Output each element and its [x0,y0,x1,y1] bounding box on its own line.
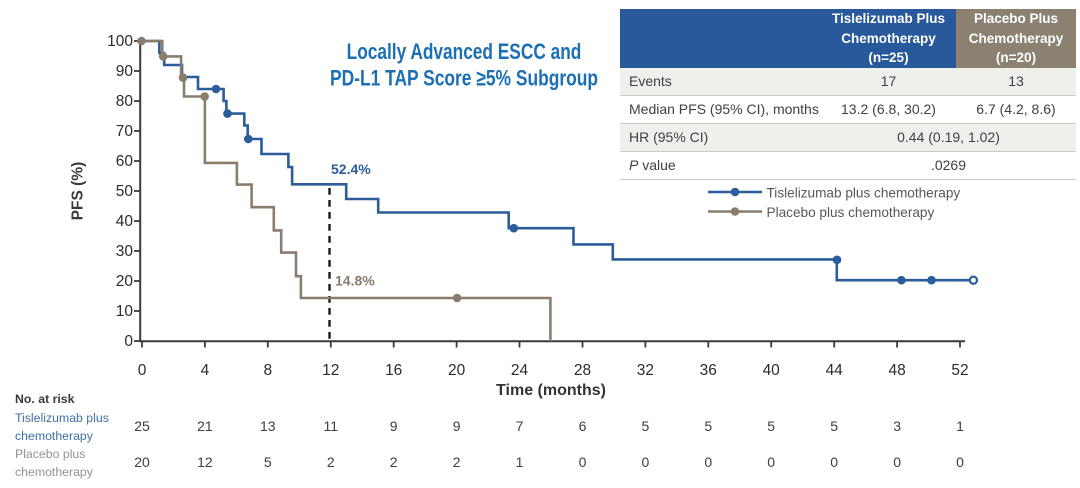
svg-text:0: 0 [642,454,650,470]
svg-text:chemotherapy: chemotherapy [15,429,94,443]
svg-text:8: 8 [263,362,272,379]
svg-text:100: 100 [107,33,133,50]
svg-text:52: 52 [951,362,968,379]
svg-text:90: 90 [116,63,134,80]
svg-text:11: 11 [324,418,339,434]
svg-text:7: 7 [516,418,524,434]
svg-text:24: 24 [511,362,529,379]
svg-text:9: 9 [453,418,461,434]
svg-text:32: 32 [637,362,654,379]
svg-text:9: 9 [390,418,398,434]
svg-text:Placebo plus chemotherapy: Placebo plus chemotherapy [767,205,935,220]
svg-text:44: 44 [826,362,844,379]
svg-text:chemotherapy: chemotherapy [15,465,94,479]
svg-text:PFS (%): PFS (%) [70,162,87,221]
svg-text:0: 0 [138,362,147,379]
svg-text:12: 12 [322,362,339,379]
svg-text:0: 0 [579,454,587,470]
svg-text:0: 0 [956,454,964,470]
svg-text:0: 0 [830,454,838,470]
svg-text:1: 1 [956,418,964,434]
svg-text:20: 20 [448,362,466,379]
svg-text:0: 0 [124,333,133,350]
svg-text:5: 5 [264,454,272,470]
svg-text:48: 48 [888,362,905,379]
svg-text:25: 25 [134,418,150,434]
svg-text:0: 0 [893,454,901,470]
svg-text:3: 3 [893,418,901,434]
svg-text:10: 10 [116,303,134,320]
svg-text:20: 20 [134,454,150,470]
svg-text:20: 20 [116,273,134,290]
svg-text:40: 40 [116,213,134,230]
svg-text:40: 40 [763,362,781,379]
svg-text:Placebo plus: Placebo plus [15,447,85,461]
svg-text:50: 50 [116,183,134,200]
svg-text:70: 70 [116,123,134,140]
svg-text:16: 16 [385,362,402,379]
svg-text:36: 36 [700,362,717,379]
svg-text:5: 5 [642,418,650,434]
svg-text:2: 2 [327,454,335,470]
svg-text:0: 0 [704,454,712,470]
svg-text:60: 60 [116,153,134,170]
svg-text:12: 12 [197,454,213,470]
svg-text:Locally Advanced ESCC and: Locally Advanced ESCC and [347,39,582,64]
svg-text:0: 0 [767,454,775,470]
svg-text:13: 13 [260,418,276,434]
svg-text:52.4%: 52.4% [331,161,371,177]
svg-text:PD-L1 TAP Score ≥5% Subgroup: PD-L1 TAP Score ≥5% Subgroup [330,66,598,91]
svg-text:5: 5 [830,418,838,434]
svg-text:Time (months): Time (months) [496,382,606,399]
svg-text:No. at risk: No. at risk [15,392,75,406]
svg-text:4: 4 [201,362,210,379]
svg-text:28: 28 [574,362,591,379]
svg-text:1: 1 [516,454,524,470]
svg-text:Tislelizumab plus chemotherapy: Tislelizumab plus chemotherapy [767,185,961,200]
svg-text:Tislelizumab plus: Tislelizumab plus [15,411,109,425]
svg-text:30: 30 [116,243,134,260]
svg-text:80: 80 [116,93,134,110]
svg-text:2: 2 [453,454,461,470]
svg-text:6: 6 [579,418,587,434]
svg-text:5: 5 [704,418,712,434]
svg-text:2: 2 [390,454,398,470]
svg-text:21: 21 [197,418,213,434]
svg-text:5: 5 [767,418,775,434]
svg-text:14.8%: 14.8% [335,273,375,289]
